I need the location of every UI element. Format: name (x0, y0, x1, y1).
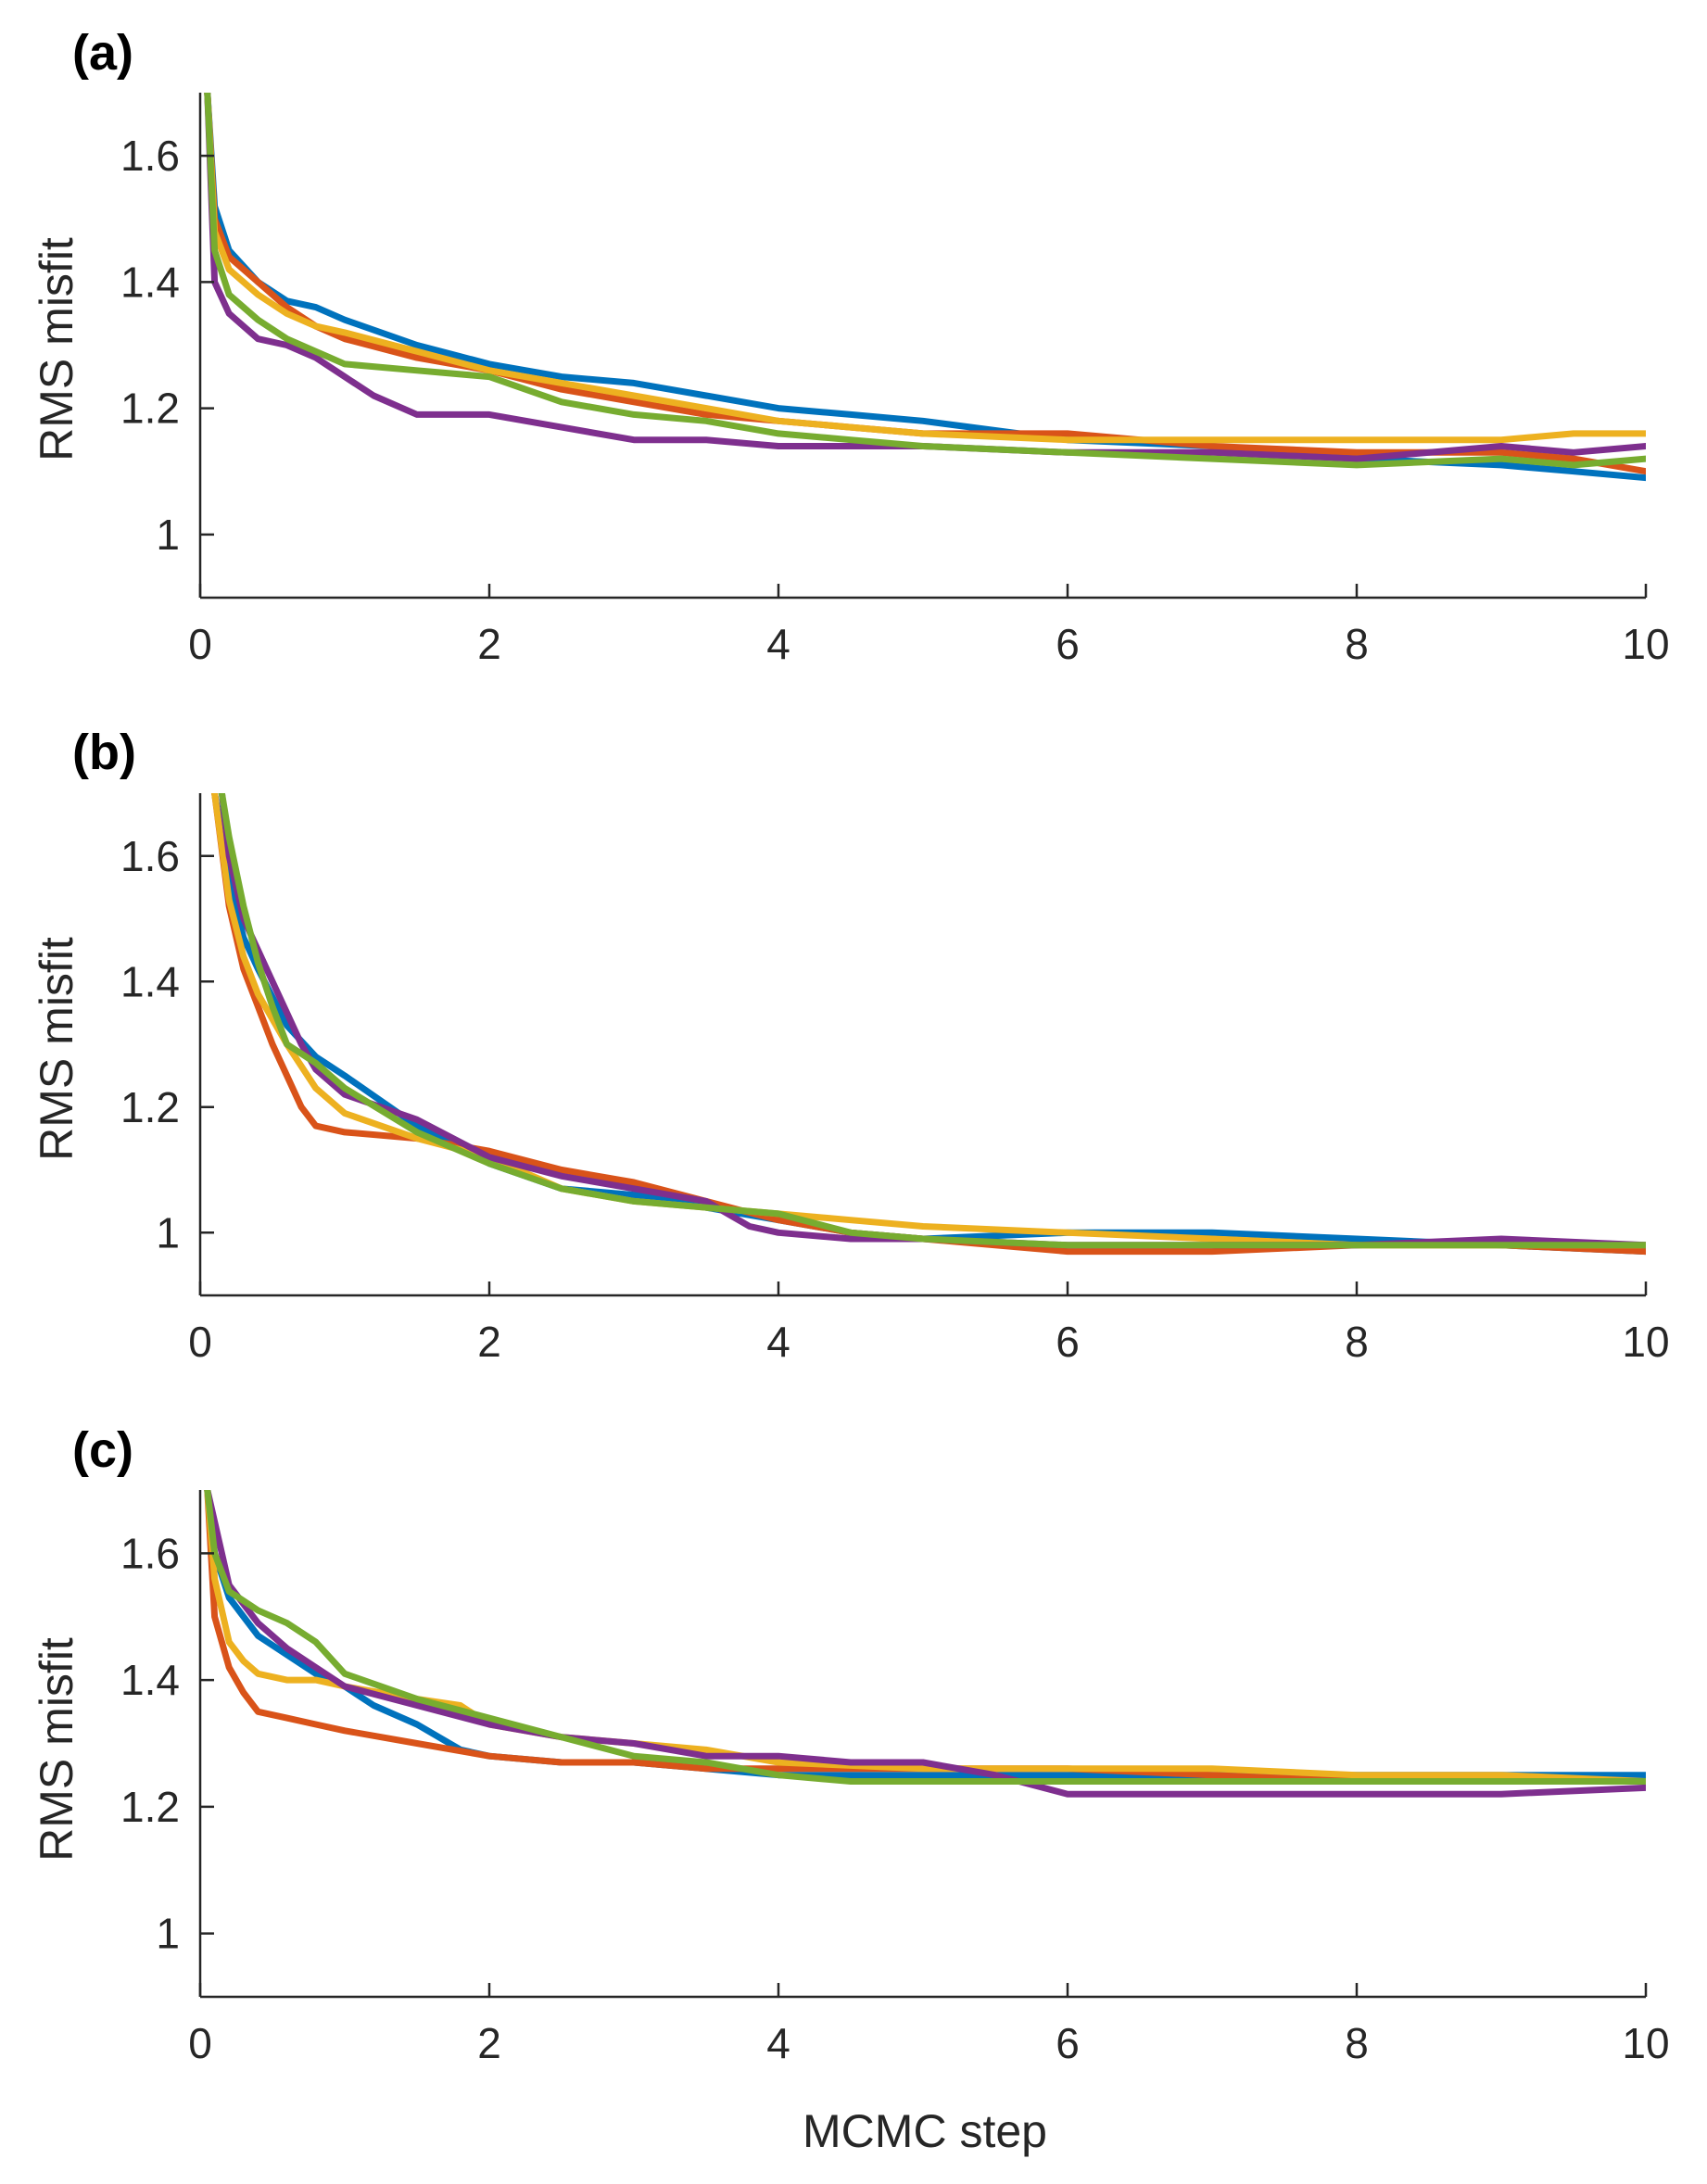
panel-c-series-5-line (204, 1490, 1646, 1785)
panel-a-plot-area: 0 2 4 6 8 10 1 1.2 1.4 1.6 (120, 93, 1670, 668)
panel-a-y-tick-label-1.4: 1.4 (120, 258, 180, 306)
panel-a-y-tick-label-1.6: 1.6 (120, 132, 180, 180)
panel-c-x-tick-label-10: 10 (1622, 2019, 1669, 2067)
panel-c-series-2-line (204, 1490, 1646, 1785)
panel-b-x-tick-label-10: 10 (1622, 1318, 1669, 1366)
panel-c-y-tick-label-1.4: 1.4 (120, 1656, 180, 1704)
panel-b-x-tick-label-4: 4 (766, 1318, 790, 1366)
panel-b-series-2-line (211, 793, 1646, 1256)
panel-b-plot-area: 0 2 4 6 8 10 1 1.2 1.4 1.6 (120, 793, 1670, 1366)
panel-b-x-tick-label-8: 8 (1345, 1318, 1369, 1366)
panel-a-x-tick-label-10: 10 (1622, 620, 1669, 668)
panel-c-series-group (204, 1490, 1646, 1798)
panel-b-x-tick-label-6: 6 (1056, 1318, 1080, 1366)
panel-a-x-tick-label-2: 2 (477, 620, 501, 668)
panel-a-x-tick-label-6: 6 (1056, 620, 1080, 668)
panel-c: (c) RMS misfit MCMC step 0 2 4 6 8 10 1 1.2 1.4 1… (31, 1422, 1670, 2157)
panel-c-xlabel: MCMC step (803, 2105, 1047, 2157)
panel-a-y-tick-label-1: 1 (156, 511, 180, 559)
panel-a-series-2-line (204, 93, 1646, 475)
panel-b-series-group (211, 793, 1646, 1256)
panel-b-y-tick-label-1.6: 1.6 (120, 832, 180, 880)
panel-a-series-4-line (204, 93, 1646, 462)
panel-a-x-tick-label-8: 8 (1345, 620, 1369, 668)
panel-a: (a) RMS misfit 0 2 4 6 8 10 1 1.2 1.4 1.6 (31, 25, 1670, 668)
panel-c-x-tick-label-0: 0 (188, 2019, 212, 2067)
panel-c-plot-area: 0 2 4 6 8 10 1 1.2 1.4 1.6 (120, 1490, 1670, 2067)
panel-c-label: (c) (72, 1422, 133, 1478)
panel-a-series-group (204, 93, 1646, 482)
panel-c-x-tick-label-6: 6 (1056, 2019, 1080, 2067)
panel-a-x-tick-label-4: 4 (766, 620, 790, 668)
panel-c-y-tick-label-1.6: 1.6 (120, 1529, 180, 1577)
panel-a-ylabel: RMS misfit (31, 237, 82, 461)
panel-a-x-tick-label-0: 0 (188, 620, 212, 668)
panel-c-x-tick-label-2: 2 (477, 2019, 501, 2067)
panel-b-x-tick-label-2: 2 (477, 1318, 501, 1366)
panel-b-ylabel: RMS misfit (31, 937, 82, 1161)
panel-b-x-tick-label-0: 0 (188, 1318, 212, 1366)
panel-b-y-tick-label-1: 1 (156, 1208, 180, 1256)
panel-a-series-3-line (204, 93, 1646, 444)
panel-b-label: (b) (72, 725, 136, 780)
panel-c-x-tick-label-4: 4 (766, 2019, 790, 2067)
panel-c-x-tick-label-8: 8 (1345, 2019, 1369, 2067)
panel-c-ylabel: RMS misfit (31, 1637, 82, 1862)
panel-b-y-tick-label-1.2: 1.2 (120, 1083, 180, 1131)
panel-a-y-tick-label-1.2: 1.2 (120, 385, 180, 433)
panel-b-series-5-line (218, 793, 1646, 1249)
panel-c-y-tick-label-1.2: 1.2 (120, 1783, 180, 1831)
panel-b: (b) RMS misfit 0 2 4 6 8 10 1 1.2 1.4 1.6 (31, 725, 1670, 1366)
panel-c-series-4-line (204, 1490, 1646, 1798)
panel-a-series-5-line (204, 93, 1646, 469)
panel-c-y-tick-label-1: 1 (156, 1910, 180, 1958)
panel-b-y-tick-label-1.4: 1.4 (120, 957, 180, 1005)
panel-a-label: (a) (72, 25, 133, 81)
